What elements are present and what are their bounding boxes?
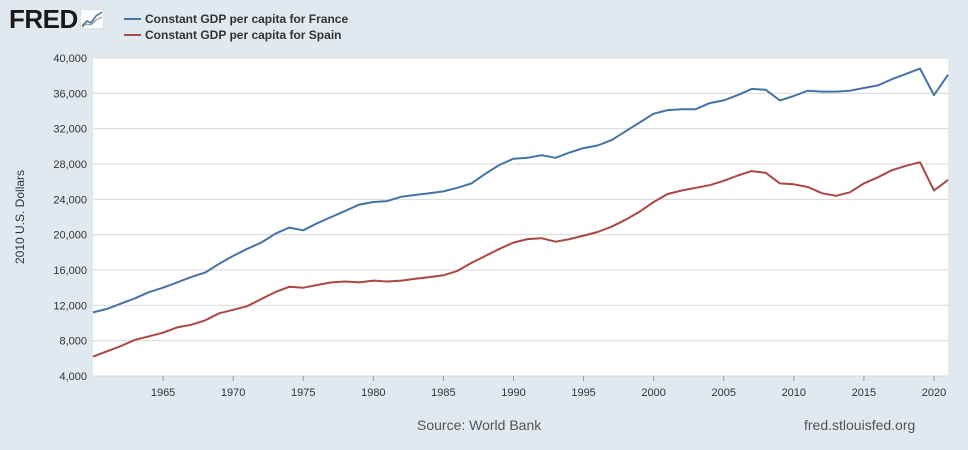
- series-line-france[interactable]: [92, 67, 949, 314]
- y-tick-label: 24,000: [53, 194, 87, 206]
- fred-url-link[interactable]: fred.stlouisfed.org: [804, 417, 916, 433]
- chart-legend: Constant GDP per capita for France Const…: [124, 11, 348, 43]
- x-tick-label: 1985: [431, 387, 455, 399]
- legend-swatch-spain: [124, 34, 141, 36]
- line-chart: 4,000 8,000 12,000 16,000 20,000 24,000 28,000…: [13, 53, 949, 399]
- series-lines: [92, 67, 949, 358]
- legend-entry-spain[interactable]: Constant GDP per capita for Spain: [124, 27, 348, 43]
- fred-logo-text: FRED: [9, 3, 78, 34]
- y-tick-label: 20,000: [53, 230, 87, 242]
- y-tick-label: 28,000: [53, 159, 87, 171]
- grid-lines: [93, 57, 948, 377]
- line-graph-icon: [79, 9, 104, 29]
- y-axis-label: 2010 U.S. Dollars: [13, 170, 27, 264]
- y-axis-ticks: 4,000 8,000 12,000 16,000 20,000 24,000 28,000…: [53, 53, 87, 383]
- x-tick-label: 2020: [922, 387, 946, 399]
- series-line-spain[interactable]: [92, 161, 949, 358]
- y-tick-label: 16,000: [53, 265, 87, 277]
- legend-entry-france[interactable]: Constant GDP per capita for France: [124, 11, 348, 27]
- y-tick-label: 8,000: [59, 336, 87, 348]
- x-tick-label: 1975: [291, 387, 315, 399]
- x-tick-label: 2015: [852, 387, 876, 399]
- y-tick-label: 12,000: [53, 300, 87, 312]
- legend-label-france: Constant GDP per capita for France: [145, 12, 349, 26]
- y-tick-label: 32,000: [53, 124, 87, 136]
- x-tick-label: 1990: [501, 387, 525, 399]
- x-tick-label: 1970: [221, 387, 245, 399]
- x-tick-label: 2010: [782, 387, 806, 399]
- x-tick-label: 1965: [151, 387, 175, 399]
- fred-logo[interactable]: FRED: [9, 4, 104, 34]
- y-tick-label: 4,000: [59, 371, 87, 383]
- x-tick-label: 1980: [361, 387, 385, 399]
- plot-area: [93, 58, 948, 376]
- x-axis-ticks: 1965 1970 1975 1980 1985 1990 1995 2000 2005 2010…: [151, 376, 946, 399]
- legend-swatch-france: [124, 18, 141, 20]
- x-tick-label: 2005: [711, 387, 735, 399]
- x-tick-label: 2000: [641, 387, 665, 399]
- y-tick-label: 36,000: [53, 88, 87, 100]
- legend-label-spain: Constant GDP per capita for Spain: [145, 28, 342, 42]
- x-tick-label: 1995: [571, 387, 595, 399]
- y-tick-label: 40,000: [53, 53, 87, 65]
- source-note: Source: World Bank: [417, 417, 542, 433]
